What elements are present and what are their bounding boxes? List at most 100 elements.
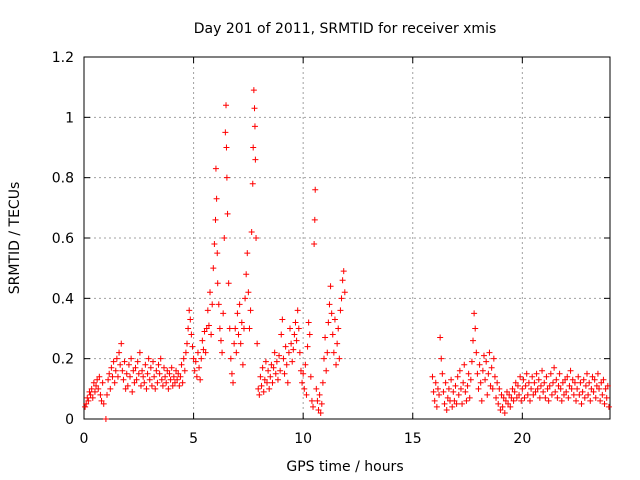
data-point [159,382,166,389]
data-point [205,322,212,329]
data-point [546,382,553,389]
data-point [235,331,242,338]
data-point [146,376,153,383]
data-point [522,382,529,389]
data-point [233,349,240,356]
data-point [186,307,193,314]
data-point [289,358,296,365]
data-point [511,388,518,395]
data-point [529,373,536,380]
data-point [471,310,478,317]
data-point [116,349,123,356]
data-point [223,144,230,151]
data-point [284,379,291,386]
data-point [288,340,295,347]
data-point [454,373,461,380]
data-point [110,358,117,365]
data-point [429,373,436,380]
data-point [554,394,561,401]
data-point [156,370,163,377]
data-point [112,367,119,374]
data-point [214,280,221,287]
data-point [317,409,324,416]
data-point [223,102,230,109]
data-point [105,376,112,383]
data-point [84,394,91,401]
data-point [208,331,215,338]
data-point [254,340,261,347]
data-point [513,394,520,401]
data-point [330,349,337,356]
data-point [250,144,257,151]
data-point [96,373,103,380]
data-point [170,373,177,380]
data-point [167,376,174,383]
data-point [166,370,173,377]
data-point [514,382,521,389]
data-point [109,373,116,380]
data-point [122,385,129,392]
data-point [157,355,164,362]
data-point [133,376,140,383]
data-point [217,337,224,344]
data-point [605,403,612,410]
data-point [464,382,471,389]
data-point [228,370,235,377]
data-point [547,370,554,377]
data-point [141,379,148,386]
data-point [562,376,569,383]
data-point [313,385,320,392]
data-point [246,325,253,332]
data-point [280,355,287,362]
data-point [123,370,130,377]
data-point [597,397,604,404]
data-point [121,358,128,365]
data-point [212,165,219,172]
data-point [509,385,516,392]
data-point [230,379,237,386]
y-tick-label: 0.6 [52,231,74,247]
data-point [485,370,492,377]
data-point [134,358,141,365]
data-point [512,379,519,386]
data-point [341,289,348,296]
data-point [237,340,244,347]
data-point [287,325,294,332]
data-point [329,331,336,338]
data-point [335,325,342,332]
data-point [224,210,231,217]
data-point [250,87,257,94]
data-point [333,361,340,368]
data-point [234,310,241,317]
data-point [215,301,222,308]
data-point [438,355,445,362]
x-tick-label: 15 [404,431,422,447]
data-point [470,337,477,344]
data-point [602,385,609,392]
data-point [473,349,480,356]
data-point [536,394,543,401]
data-point [542,394,549,401]
data-point [269,379,276,386]
data-point [100,400,107,407]
data-point [299,379,306,386]
data-point [574,385,581,392]
data-point [262,358,269,365]
data-point [255,385,262,392]
data-point [225,280,232,287]
data-point [503,388,510,395]
data-point [203,325,210,332]
data-point [339,277,346,284]
data-point [588,385,595,392]
data-point [264,379,271,386]
axis-ticks: 0 0.2 0.4 0.6 0.8 1 1.2 0 5 10 15 20 [52,50,610,447]
data-point [433,403,440,410]
data-point [451,397,458,404]
data-point [221,235,228,241]
data-point [324,349,331,356]
data-point [82,403,89,410]
data-point [314,397,321,404]
data-point [456,367,463,374]
data-point [322,334,329,341]
data-point [132,364,139,371]
